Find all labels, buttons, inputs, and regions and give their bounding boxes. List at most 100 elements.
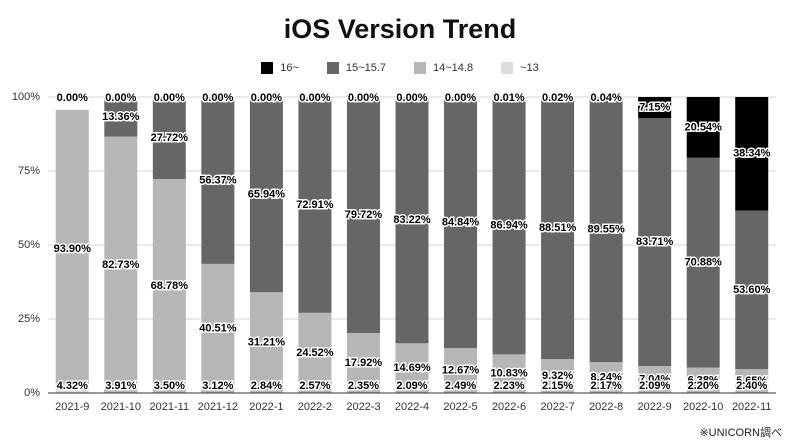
bar-segment	[638, 365, 672, 393]
bar-segment	[589, 362, 623, 393]
legend-swatch	[414, 62, 426, 74]
bar-segment	[249, 292, 283, 393]
top-data-label: 0.00%	[154, 92, 185, 104]
bottom-data-label: 3.91%	[105, 380, 136, 392]
data-label: 40.51%	[199, 322, 237, 334]
x-tick-label: 2022-9	[638, 401, 672, 413]
bar-segment	[444, 97, 478, 349]
bottom-data-label: 2.23%	[493, 380, 524, 392]
data-label: 13.36%	[102, 111, 140, 123]
data-label: 17.92%	[345, 357, 383, 369]
bar-segment	[346, 333, 380, 393]
bar-segment	[686, 157, 720, 368]
bottom-data-label: 2.35%	[348, 380, 379, 392]
data-label: 72.91%	[296, 199, 334, 211]
data-label: 7.15%	[639, 102, 670, 114]
bar-segment	[201, 263, 235, 393]
bottom-data-label: 3.12%	[202, 380, 233, 392]
data-label: 9.32%	[542, 370, 573, 382]
bottom-data-label: 2.40%	[736, 380, 767, 392]
legend-item: 14~14.8	[414, 62, 473, 74]
data-label: 24.52%	[296, 347, 334, 359]
legend-label: 16~	[280, 62, 299, 74]
data-label: 5.65%	[736, 375, 767, 387]
bar-segment	[152, 97, 186, 180]
data-label: 10.83%	[490, 368, 528, 380]
bottom-data-label: 2.15%	[542, 380, 573, 392]
legend-item: 16~	[261, 62, 299, 74]
bar-segment	[104, 97, 138, 137]
x-tick-label: 2021-11	[150, 401, 190, 413]
legend-label: 14~14.8	[433, 62, 474, 74]
x-tick-label: 2021-10	[101, 401, 141, 413]
top-data-label: 0.00%	[396, 92, 427, 104]
x-tick-label: 2022-7	[540, 401, 574, 413]
bar-segment	[686, 97, 720, 158]
data-label: 12.67%	[442, 365, 480, 377]
bar-segment	[686, 367, 720, 393]
x-tick-label: 2022-8	[589, 401, 623, 413]
bar-segment	[55, 387, 89, 393]
bar-segment	[249, 97, 283, 293]
bar-segment	[735, 97, 769, 211]
x-tick-label: 2022-11	[732, 401, 772, 413]
bar-segment	[444, 348, 478, 393]
bottom-data-label: 4.32%	[57, 380, 88, 392]
bar-segment	[298, 312, 332, 393]
bar-segment	[492, 354, 526, 393]
data-label: 65.94%	[248, 189, 286, 201]
data-label: 70.88%	[685, 257, 723, 269]
data-label: 84.84%	[442, 217, 480, 229]
x-tick-label: 2022-1	[249, 401, 283, 413]
y-tick-label: 50%	[18, 239, 40, 251]
bottom-data-label: 2.57%	[299, 380, 330, 392]
x-tick-label: 2022-3	[346, 401, 380, 413]
top-data-label: 0.02%	[542, 92, 573, 104]
legend-swatch	[261, 62, 274, 74]
x-tick-label: 2022-6	[492, 401, 526, 413]
bar-segment	[638, 118, 672, 366]
data-label: 20.54%	[685, 121, 723, 133]
bottom-data-label: 3.50%	[154, 380, 185, 392]
top-data-label: 0.04%	[591, 92, 622, 104]
top-data-label: 0.00%	[299, 92, 330, 104]
bar-segment	[735, 369, 769, 393]
x-tick-label: 2022-4	[395, 401, 429, 413]
top-data-label: 0.00%	[251, 92, 282, 104]
data-label: 53.60%	[733, 284, 771, 296]
top-data-label: 0.00%	[445, 92, 476, 104]
data-label: 7.04%	[639, 373, 670, 385]
bottom-data-label: 2.84%	[251, 380, 282, 392]
bottom-data-label: 2.09%	[396, 380, 427, 392]
data-label: 93.90%	[54, 243, 92, 255]
bar-segment	[492, 97, 526, 355]
x-tick-label: 2021-12	[198, 401, 238, 413]
data-label: 88.51%	[539, 222, 577, 234]
top-data-label: 0.00%	[105, 92, 136, 104]
bar-segment	[201, 97, 235, 264]
bar-segment	[735, 210, 769, 370]
data-label: 38.34%	[733, 148, 771, 160]
y-tick-label: 25%	[18, 313, 40, 325]
chart-legend: 16~ 15~15.7 14~14.8 ~13	[0, 62, 800, 77]
y-tick-label: 100%	[12, 91, 40, 103]
top-data-label: 0.00%	[57, 92, 88, 104]
bar-segment	[55, 109, 89, 388]
y-tick-label: 75%	[18, 165, 40, 177]
x-tick-label: 2022-2	[298, 401, 332, 413]
data-label: 79.72%	[345, 209, 383, 221]
bottom-data-label: 2.49%	[445, 380, 476, 392]
legend-swatch	[501, 62, 514, 74]
bottom-data-label: 2.17%	[591, 380, 622, 392]
x-tick-label: 2022-5	[443, 401, 477, 413]
legend-item: ~13	[501, 62, 539, 74]
legend-item: 15~15.7	[326, 62, 386, 74]
data-label: 83.22%	[393, 214, 431, 226]
x-tick-label: 2021-9	[55, 401, 89, 413]
bar-segment	[298, 97, 332, 313]
top-data-label: 0.00%	[348, 92, 379, 104]
top-data-label: 0.01%	[493, 92, 524, 104]
bottom-data-label: 2.09%	[639, 380, 670, 392]
